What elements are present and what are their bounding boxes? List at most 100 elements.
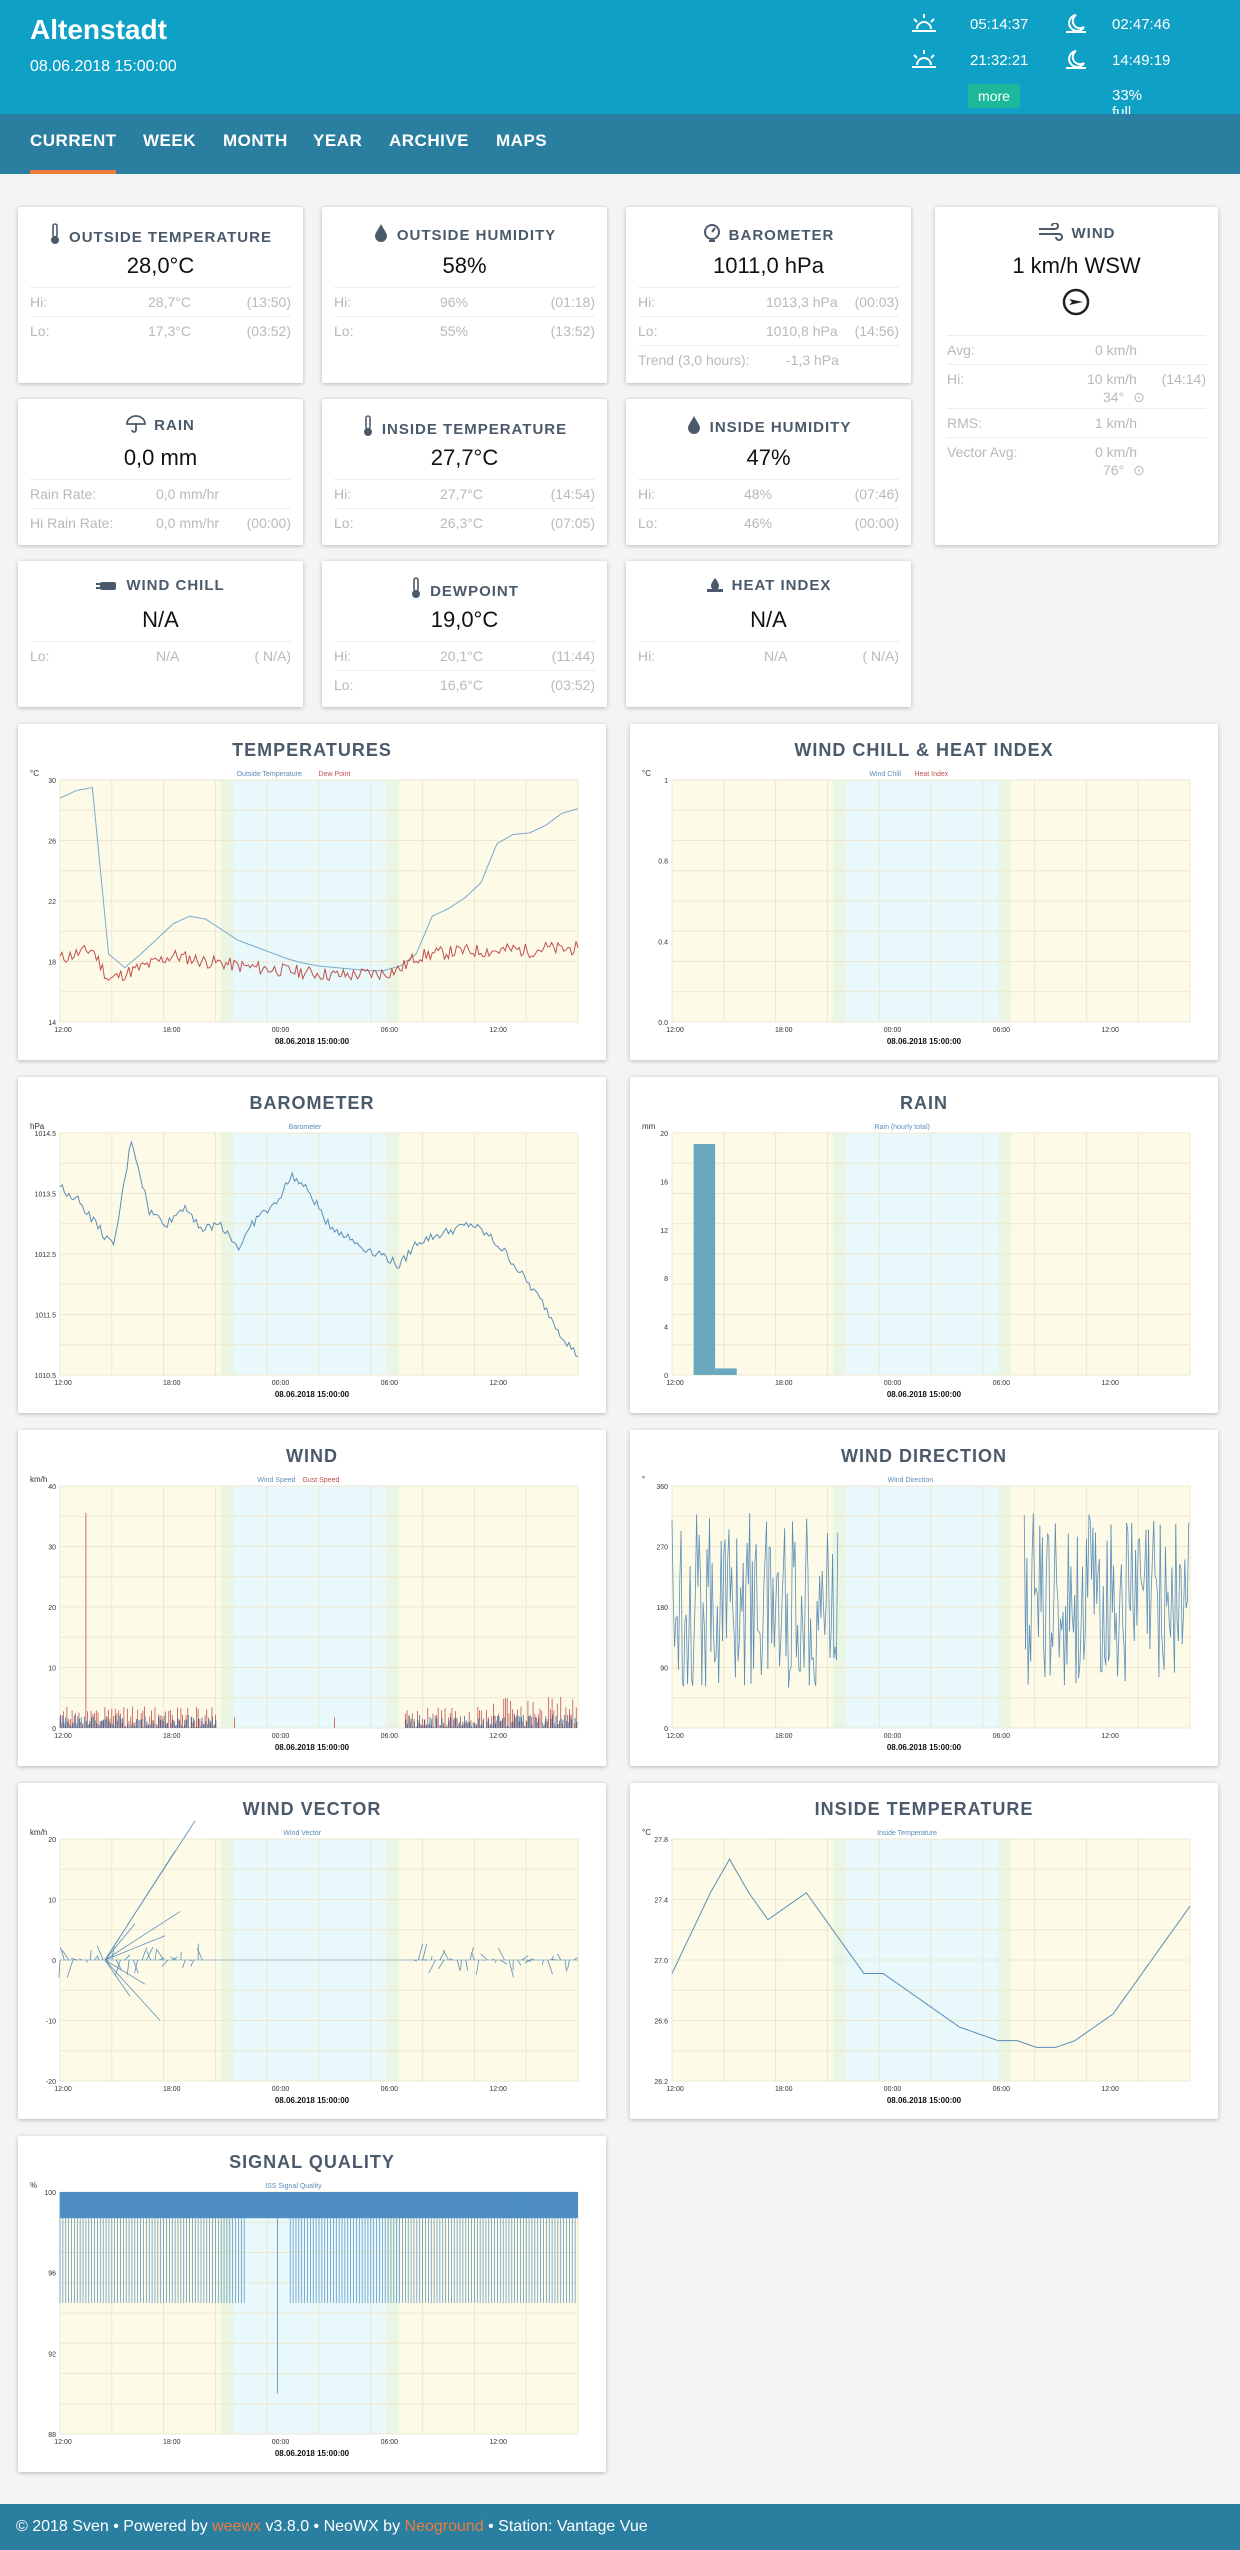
hi-time: (01:18) [550, 294, 595, 310]
direction-mark [780, 1599, 783, 1642]
vector-ray [413, 1959, 417, 1962]
direction-mark [1161, 1630, 1164, 1654]
series-line [671, 1858, 1191, 2048]
moonrise-icon [1066, 14, 1086, 33]
direction-mark [1139, 1538, 1142, 1579]
vector-ray [115, 1959, 121, 1976]
card-title: HEAT INDEX [731, 577, 832, 594]
x-tick-label: 06:00 [381, 2439, 399, 2446]
direction-mark [1082, 1566, 1085, 1660]
vector-ray [104, 1935, 166, 1961]
moonset-icon [1066, 50, 1086, 69]
direction-mark [689, 1566, 692, 1678]
humidity-drop-icon [687, 416, 700, 434]
vector-ray [96, 1955, 100, 1961]
legend-entry: Dew Point [319, 771, 351, 778]
card-title: DEWPOINT [430, 583, 519, 600]
direction-mark [753, 1562, 756, 1669]
axis-unit: ° [642, 1475, 645, 1484]
lo-value: 1010,8 hPa [766, 323, 838, 339]
inside-temperature-chart: INSIDE TEMPERATURE °C Inside Temperature 2… [630, 1783, 1218, 2119]
x-tick-label: 12:00 [489, 1027, 507, 1034]
y-tick-label: 1013.5 [35, 1192, 57, 1199]
chart-title: WIND DIRECTION [841, 1446, 1007, 1466]
vector-ray [439, 1950, 446, 1961]
station-title: Altenstadt [30, 14, 167, 45]
y-tick-label: 26.2 [654, 2079, 668, 2086]
tab-year[interactable]: YEAR [313, 131, 363, 150]
x-axis-label: 08.06.2018 15:00:00 [275, 1743, 350, 1752]
tab-week[interactable]: WEEK [143, 131, 196, 150]
legend-entry: ISS Signal Quality [265, 2183, 322, 2190]
vector-ray [104, 1911, 181, 1961]
card-title: INSIDE TEMPERATURE [381, 421, 568, 438]
direction-mark [807, 1571, 810, 1686]
more-button[interactable]: more [968, 84, 1020, 108]
direction-mark [1155, 1579, 1159, 1598]
hi-value: N/A [764, 648, 788, 664]
direction-mark [1062, 1612, 1065, 1685]
direction-mark [1101, 1586, 1104, 1673]
hi-time: (11:44) [551, 648, 595, 664]
wind-chill-value: N/A [142, 607, 179, 632]
y-tick-label: 40 [48, 1484, 56, 1491]
vector-ray [417, 1943, 424, 1961]
y-tick-label: 20 [48, 1837, 56, 1844]
direction-mark [1056, 1581, 1059, 1602]
legend-entry: Wind Chill [869, 771, 901, 778]
legend-entry: Barometer [289, 1124, 322, 1131]
direction-mark [1109, 1524, 1112, 1655]
tab-current[interactable]: CURRENT [30, 114, 116, 174]
direction-mark [687, 1638, 690, 1685]
tab-month[interactable]: MONTH [223, 131, 288, 150]
y-tick-label: 26 [48, 839, 56, 846]
x-tick-label: 18:00 [775, 1733, 793, 1740]
direction-mark [1092, 1527, 1095, 1615]
y-tick-label: -20 [46, 2079, 56, 2086]
direction-mark [744, 1586, 747, 1686]
direction-mark [784, 1528, 787, 1657]
direction-mark [1089, 1520, 1092, 1580]
x-tick-label: 06:00 [993, 1027, 1011, 1034]
x-tick-label: 18:00 [775, 2086, 793, 2093]
vector-ray [104, 1820, 196, 1961]
direction-mark [1045, 1533, 1048, 1575]
card-outside-temperature: OUTSIDE TEMPERATURE 28,0°C Hi: 28,7°C (13:… [18, 207, 303, 383]
direction-mark [1023, 1515, 1026, 1650]
tab-maps[interactable]: MAPS [496, 131, 548, 150]
weewx-link[interactable]: weewx [212, 2518, 262, 2535]
y-tick-label: 0 [52, 1958, 56, 1965]
thermometer-icon [51, 223, 60, 244]
direction-mark [1044, 1574, 1047, 1677]
chart-title: INSIDE TEMPERATURE [814, 1799, 1034, 1819]
y-tick-label: 26.6 [654, 2019, 668, 2026]
direction-mark [698, 1534, 701, 1578]
series-line [59, 1140, 579, 1358]
x-tick-label: 18:00 [775, 1380, 793, 1387]
x-tick-label: 00:00 [884, 1027, 902, 1034]
rain-bar [715, 1368, 737, 1375]
x-tick-label: 12:00 [54, 2086, 72, 2093]
vector-ray [104, 1959, 146, 1985]
main-nav: CURRENT WEEK MONTH YEAR ARCHIVE MAPS [0, 114, 1240, 174]
legend-entry: Outside Temperature [237, 771, 302, 778]
rain-bar [693, 1144, 716, 1375]
vector-ray [104, 1959, 131, 1997]
tab-archive[interactable]: ARCHIVE [389, 131, 470, 150]
direction-mark [786, 1593, 789, 1688]
direction-mark [1185, 1600, 1188, 1609]
hi-value: 28,7°C [148, 294, 191, 310]
direction-mark [827, 1533, 830, 1580]
direction-mark [745, 1543, 748, 1587]
y-tick-label: 10 [48, 1666, 56, 1673]
direction-mark [1126, 1522, 1129, 1531]
y-tick-label: 0 [664, 1373, 668, 1380]
vector-ray [456, 1959, 461, 1970]
x-tick-label: 12:00 [489, 1380, 507, 1387]
neoground-link[interactable]: Neoground [404, 2518, 484, 2535]
direction-mark [705, 1549, 708, 1687]
x-axis-label: 08.06.2018 15:00:00 [275, 1037, 350, 1046]
series-line [59, 786, 579, 972]
direction-mark [1063, 1606, 1067, 1685]
